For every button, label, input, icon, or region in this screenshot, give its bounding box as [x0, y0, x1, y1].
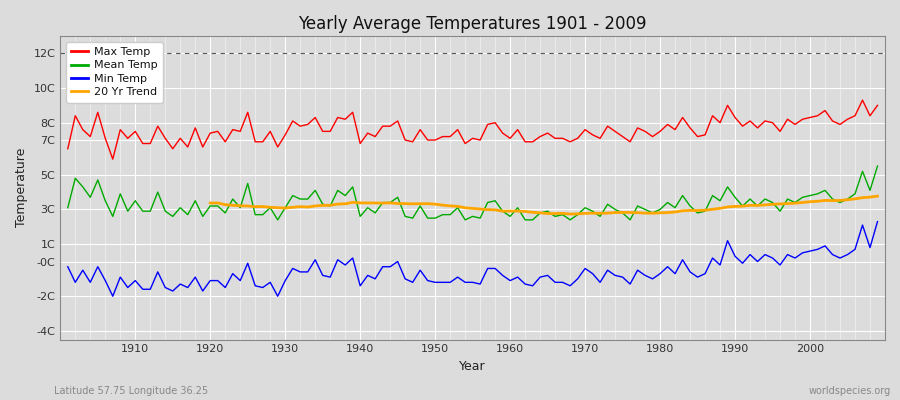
Text: worldspecies.org: worldspecies.org — [809, 386, 891, 396]
Title: Yearly Average Temperatures 1901 - 2009: Yearly Average Temperatures 1901 - 2009 — [299, 15, 647, 33]
Y-axis label: Temperature: Temperature — [15, 148, 28, 228]
Legend: Max Temp, Mean Temp, Min Temp, 20 Yr Trend: Max Temp, Mean Temp, Min Temp, 20 Yr Tre… — [66, 42, 163, 103]
Text: Latitude 57.75 Longitude 36.25: Latitude 57.75 Longitude 36.25 — [54, 386, 208, 396]
X-axis label: Year: Year — [459, 360, 486, 373]
